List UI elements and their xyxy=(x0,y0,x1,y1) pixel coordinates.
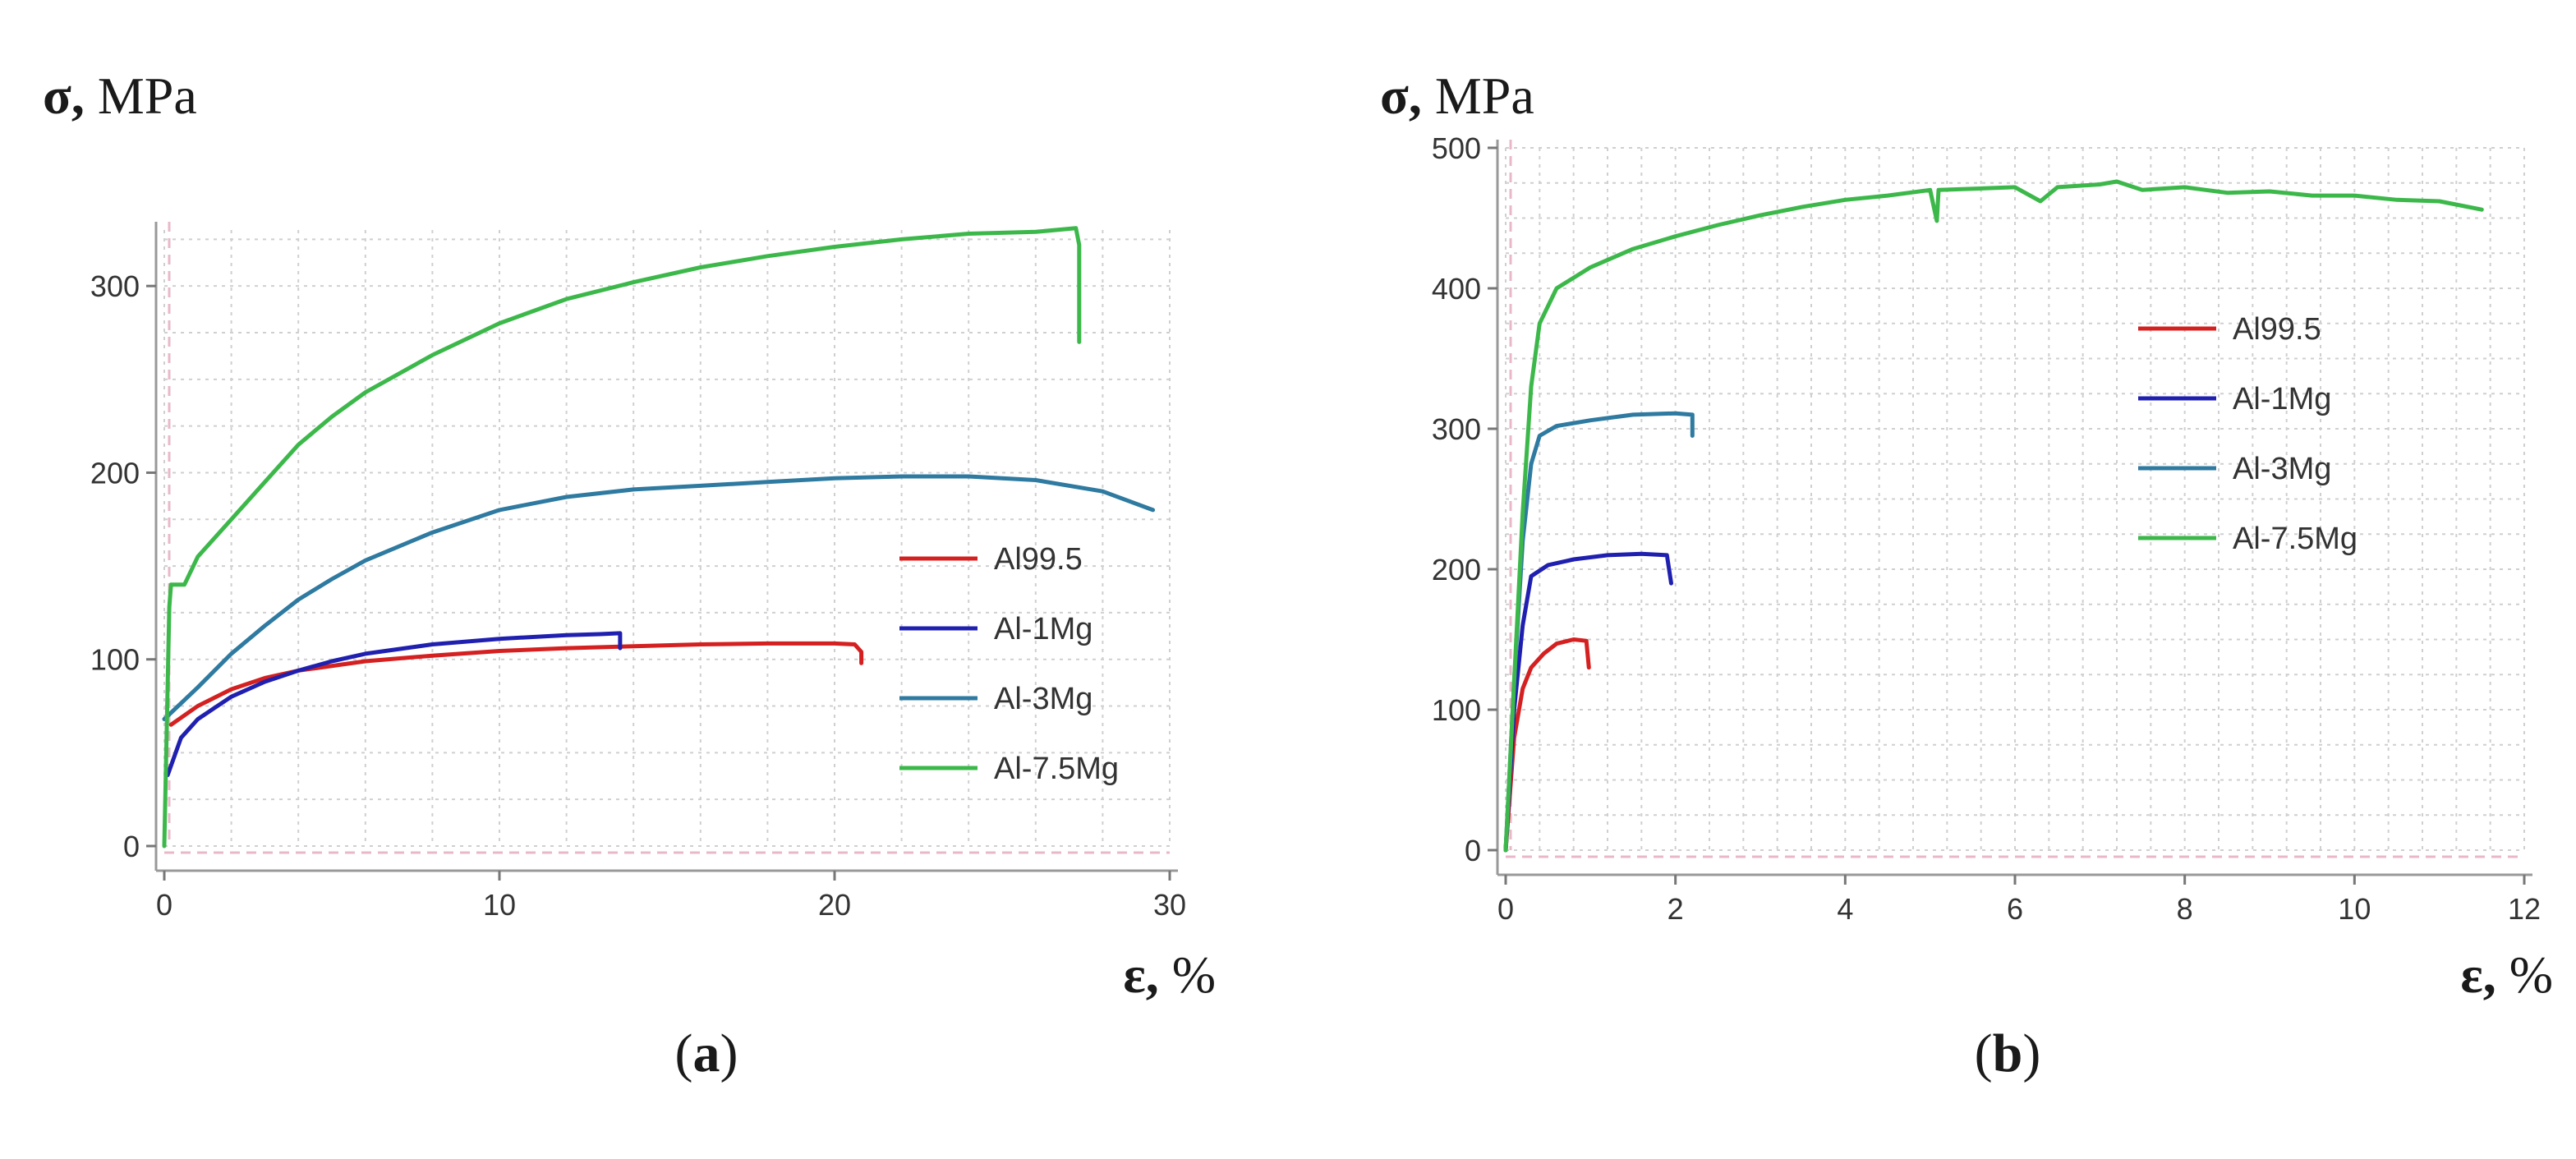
chart-b-legend-label-1: Al-1Mg xyxy=(2233,382,2331,416)
chart-b-plot: 0 2 4 6 8 10 12 0 100 200 300 400 500 Al99.5 Al-1Mg Al-… xyxy=(1432,131,2541,926)
chart-a-plot: 0 10 20 300100200300Al99.5Al-1MgAl-3MgAl-7.… xyxy=(90,222,1186,922)
chart-b-series-0 xyxy=(1503,637,1591,853)
chart-a-legend-label-3: Al-7.5Mg xyxy=(994,752,1119,786)
chart-b-legend-label-0: Al99.5 xyxy=(2233,312,2321,347)
chart-a-y-tick-label: 200 xyxy=(90,456,140,490)
chart-a-x-tick-label: 10 xyxy=(483,888,516,922)
chart-b-y-tick-label: 200 xyxy=(1432,553,1481,586)
chart-panel-a: 0 10 20 30 0 100 200 300 Al99.5 Al-1Mg Al-3Mg Al-7.… xyxy=(43,67,1216,1083)
chart-b-x-tick-label: 0 xyxy=(1497,892,1514,926)
chart-b-y-tick-label: 100 xyxy=(1432,693,1481,727)
chart-a-series-2 xyxy=(162,474,1156,721)
chart-b-y-tick-label: 0 xyxy=(1465,834,1481,867)
chart-b-legend-label-2: Al-3Mg xyxy=(2233,452,2331,486)
chart-a-caption: (a) xyxy=(674,1023,738,1083)
chart-b-x-tick-label: 10 xyxy=(2338,892,2371,926)
chart-b-x-tick-label: 4 xyxy=(1837,892,1853,926)
chart-b-x-tick-label: 12 xyxy=(2508,892,2541,926)
chart-b-caption: (b) xyxy=(1974,1023,2041,1083)
chart-a-x-tick-label: 30 xyxy=(1153,888,1186,922)
chart-b-legend-label-3: Al-7.5Mg xyxy=(2233,522,2358,556)
chart-b-y-tick-label: 400 xyxy=(1432,272,1481,306)
chart-b-y-tick-label: 500 xyxy=(1432,131,1481,165)
chart-a-xlabel: ε, % xyxy=(1123,945,1216,1004)
chart-a-legend-label-2: Al-3Mg xyxy=(994,682,1092,716)
chart-a-legend-label-0: Al99.5 xyxy=(994,542,1083,577)
chart-a-series-3 xyxy=(162,226,1082,849)
chart-b-y-tick-label: 300 xyxy=(1432,412,1481,446)
chart-a-x-tick-label: 0 xyxy=(156,888,172,922)
chart-a-y-tick-label: 100 xyxy=(90,643,140,677)
chart-b-series-3 xyxy=(1503,179,2484,853)
chart-b-series-2 xyxy=(1503,411,1695,853)
chart-a-y-tick-label: 300 xyxy=(90,269,140,303)
chart-a-series-0 xyxy=(168,641,864,727)
chart-b-x-tick-label: 2 xyxy=(1668,892,1684,926)
chart-b-series-1 xyxy=(1503,551,1673,853)
chart-b-x-tick-label: 8 xyxy=(2177,892,2193,926)
chart-a-x-tick-label: 20 xyxy=(818,888,851,922)
chart-a-legend-label-1: Al-1Mg xyxy=(994,612,1092,646)
chart-b-ylabel: σ, MPa xyxy=(1380,67,1534,125)
chart-panel-b: 0 2 4 6 8 10 12 0 100 200 300 400 500 Al99.5 Al-1Mg Al-… xyxy=(1288,0,2576,1159)
chart-a-series-1 xyxy=(165,631,623,778)
chart-a-y-tick-label: 0 xyxy=(123,830,140,863)
chart-b-xlabel: ε, % xyxy=(2460,945,2553,1004)
chart-a-ylabel: σ, MPa xyxy=(43,67,197,125)
chart-b-x-tick-label: 6 xyxy=(2007,892,2023,926)
